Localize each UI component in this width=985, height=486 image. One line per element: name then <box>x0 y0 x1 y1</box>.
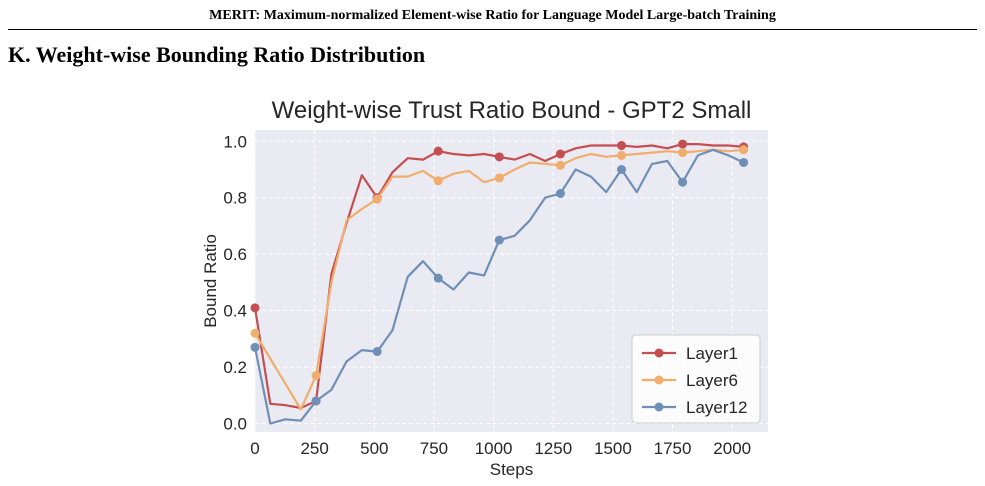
data-point-layer6 <box>616 150 626 160</box>
legend-box <box>631 334 761 424</box>
data-point-layer12 <box>433 273 443 283</box>
running-title: MERIT: Maximum-normalized Element-wise R… <box>209 8 776 23</box>
data-point-layer12 <box>616 165 626 175</box>
y-tick-label: 0.6 <box>223 245 247 264</box>
data-point-layer6 <box>739 145 749 155</box>
legend-marker <box>654 402 664 412</box>
x-tick-label: 0 <box>250 439 259 458</box>
x-tick-label: 2000 <box>713 439 751 458</box>
data-point-layer6 <box>433 176 443 186</box>
data-point-layer1 <box>433 146 443 156</box>
data-point-layer6 <box>311 371 321 381</box>
series-line-layer6 <box>254 148 744 411</box>
tick-labels: 0 250 500 750 1000 1250 1500 1750 2000 0.0 0.2 0.4 0… <box>223 132 751 458</box>
data-point-layer12 <box>250 342 260 352</box>
data-point-layer12 <box>739 157 749 167</box>
data-point-layer12 <box>494 235 504 245</box>
legend-marker <box>654 375 664 385</box>
data-point-layer12 <box>555 189 565 199</box>
data-point-layer6 <box>678 148 688 158</box>
y-tick-label: 0.2 <box>223 358 247 377</box>
x-tick-label: 1750 <box>654 439 692 458</box>
data-point-layer12 <box>372 347 382 357</box>
x-tick-label: 750 <box>420 439 448 458</box>
data-point-layer1 <box>616 141 626 151</box>
chart-title: Weight-wise Trust Ratio Bound - GPT2 Sma… <box>272 97 752 124</box>
y-tick-label: 0.8 <box>223 189 247 208</box>
data-point-layer6 <box>494 173 504 183</box>
x-tick-label: 500 <box>360 439 388 458</box>
legend: Layer1 Layer6 Layer12 <box>631 334 761 424</box>
data-point-layer12 <box>678 177 688 187</box>
legend-label: Layer1 <box>686 344 738 363</box>
y-tick-label: 1.0 <box>223 132 247 151</box>
x-tick-label: 1000 <box>475 439 513 458</box>
data-point-layer1 <box>678 139 688 149</box>
x-tick-label: 1500 <box>594 439 632 458</box>
legend-marker <box>654 348 664 358</box>
legend-label: Layer6 <box>686 371 738 390</box>
data-point-layer6 <box>372 194 382 204</box>
legend-label: Layer12 <box>686 398 747 417</box>
data-point-layer1 <box>250 303 260 313</box>
data-point-layer12 <box>311 396 321 406</box>
data-point-layer1 <box>555 149 565 159</box>
data-point-layer1 <box>494 152 504 162</box>
data-point-layer6 <box>555 160 565 170</box>
y-tick-label: 0.0 <box>223 415 247 434</box>
header-rule <box>8 29 977 30</box>
series-group <box>250 139 749 425</box>
x-tick-label: 1250 <box>534 439 572 458</box>
data-point-layer6 <box>250 328 260 338</box>
y-axis-label: Bound Ratio <box>201 234 220 328</box>
section-title: K. Weight-wise Bounding Ratio Distributi… <box>8 42 426 67</box>
y-tick-label: 0.4 <box>223 302 247 321</box>
x-axis-label: Steps <box>490 460 533 479</box>
x-tick-label: 250 <box>300 439 328 458</box>
